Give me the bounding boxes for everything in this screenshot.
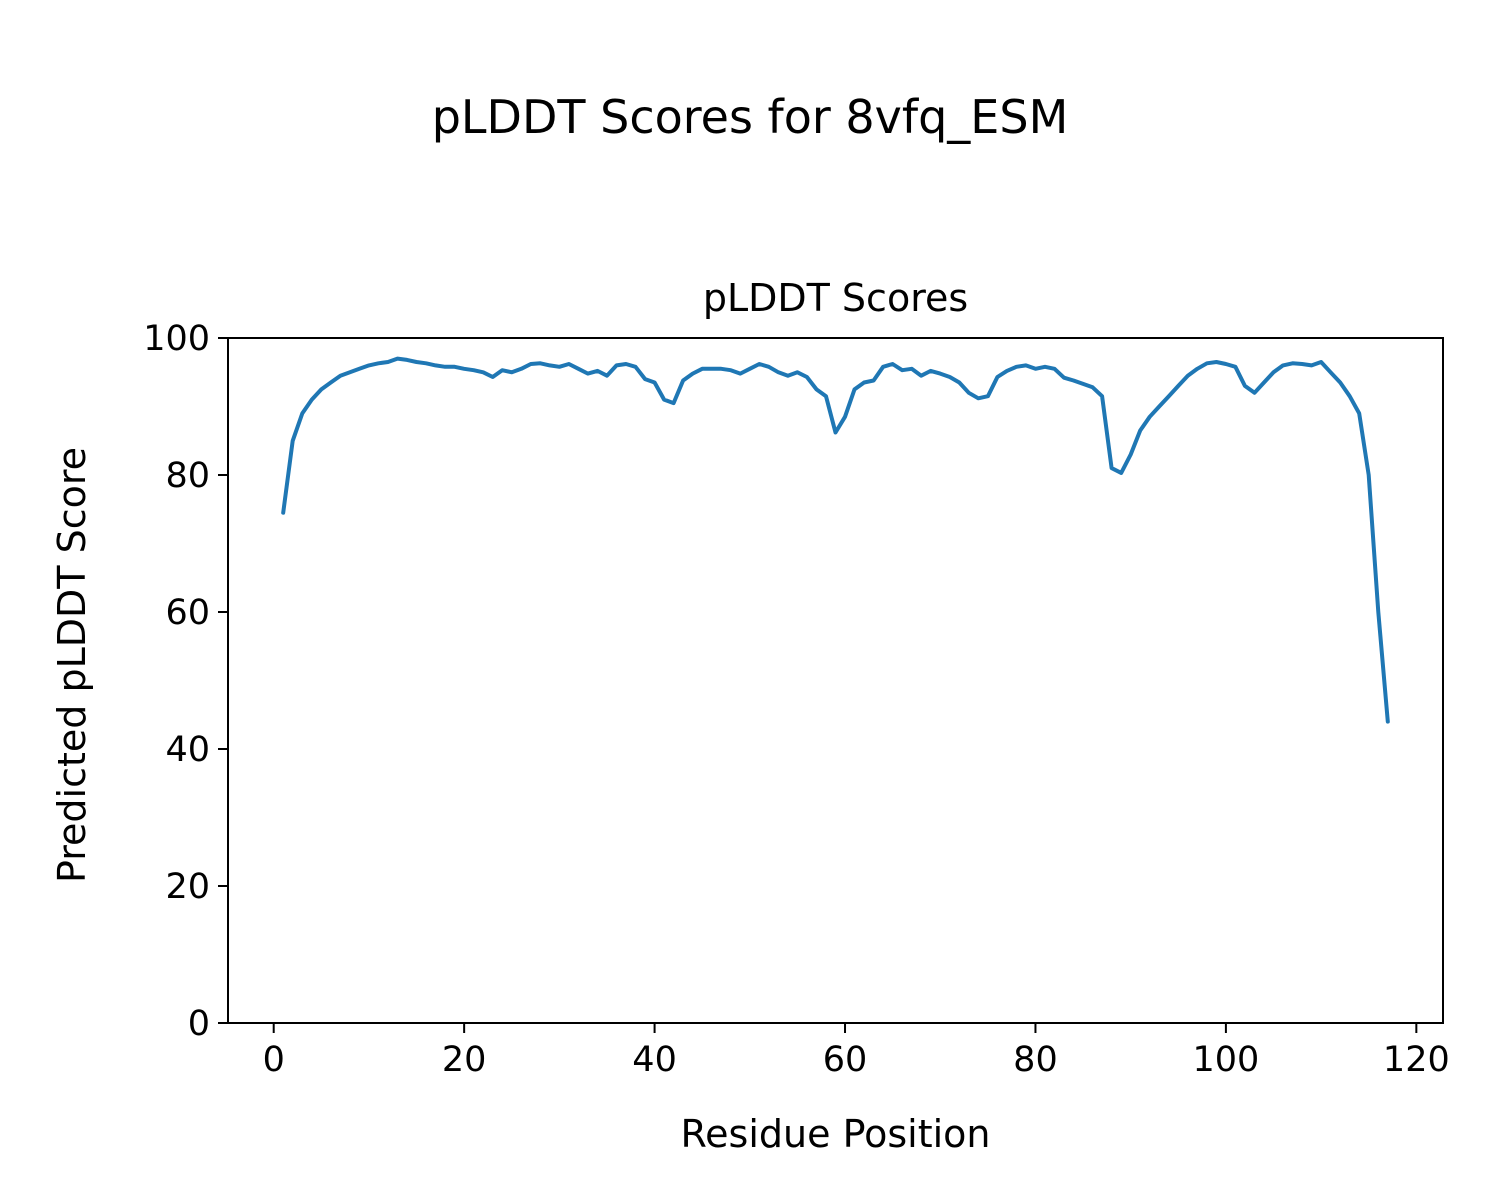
x-tick-label: 80 [1013,1040,1058,1080]
x-tick-label: 120 [1383,1040,1450,1080]
y-tick-label: 0 [188,1004,210,1044]
y-tick-label: 40 [165,730,210,770]
x-tick-label: 100 [1192,1040,1259,1080]
axes-spines [227,337,1444,1024]
y-tick-label: 60 [165,593,210,633]
x-tick-label: 40 [632,1040,677,1080]
y-tick-label: 80 [165,456,210,496]
figure-title: pLDDT Scores for 8vfq_ESM [431,90,1069,144]
y-tick-label: 100 [143,319,210,359]
x-tick-label: 60 [823,1040,868,1080]
x-axis-label: Residue Position [680,1112,991,1156]
axes-title: pLDDT Scores [702,276,969,320]
x-tick-label: 20 [442,1040,487,1080]
y-tick-label: 20 [165,867,210,907]
plddt-line [281,356,1390,724]
x-tick-label: 0 [263,1040,285,1080]
